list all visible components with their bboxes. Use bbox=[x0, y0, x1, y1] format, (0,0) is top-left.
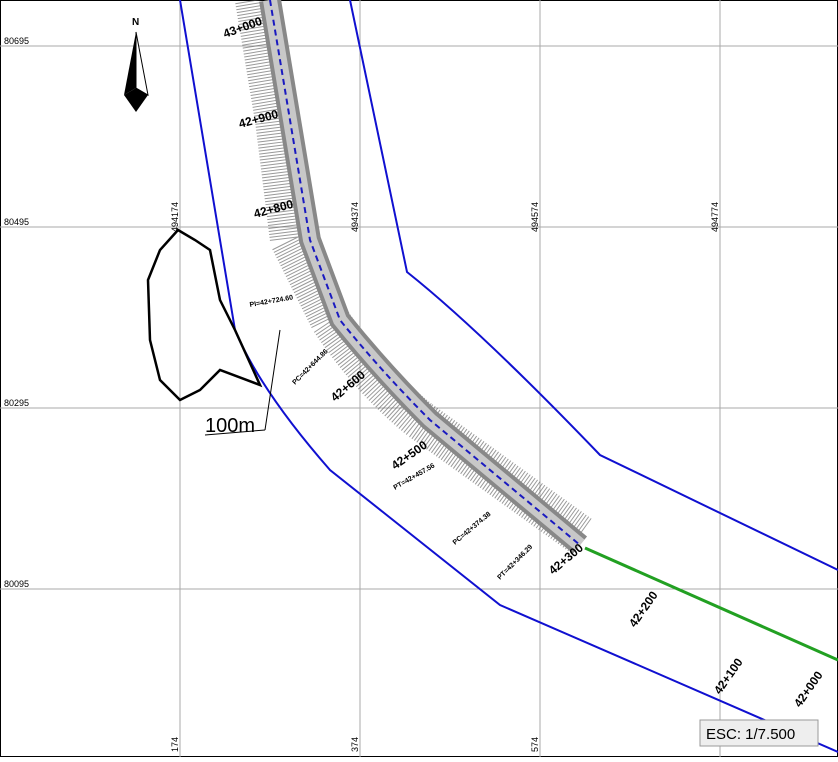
easting-label: 494574 bbox=[530, 202, 540, 232]
parcel bbox=[146, 228, 263, 402]
northing-label: 80495 bbox=[4, 217, 29, 227]
northing-label: 80295 bbox=[4, 398, 29, 408]
scale-box bbox=[699, 719, 819, 747]
north-label: N bbox=[132, 17, 139, 28]
northing-label: 80695 bbox=[4, 36, 29, 46]
easting-label: 494174 bbox=[170, 202, 180, 232]
leader bbox=[264, 329, 281, 431]
easting-label: 374 bbox=[350, 737, 360, 752]
northing-label: 80095 bbox=[4, 579, 29, 589]
easting-label: 494374 bbox=[350, 202, 360, 232]
easting-label: 574 bbox=[530, 737, 540, 752]
scale-bar-label: 100m bbox=[205, 415, 255, 437]
road bbox=[235, 0, 592, 554]
scale-label: ESC: 1/7.500 bbox=[706, 726, 795, 743]
north-arrow bbox=[124, 31, 149, 112]
easting-label: 494774 bbox=[710, 202, 720, 232]
easting-label: 174 bbox=[170, 737, 180, 752]
alignment bbox=[584, 546, 838, 662]
scale-bar-line bbox=[204, 429, 266, 436]
